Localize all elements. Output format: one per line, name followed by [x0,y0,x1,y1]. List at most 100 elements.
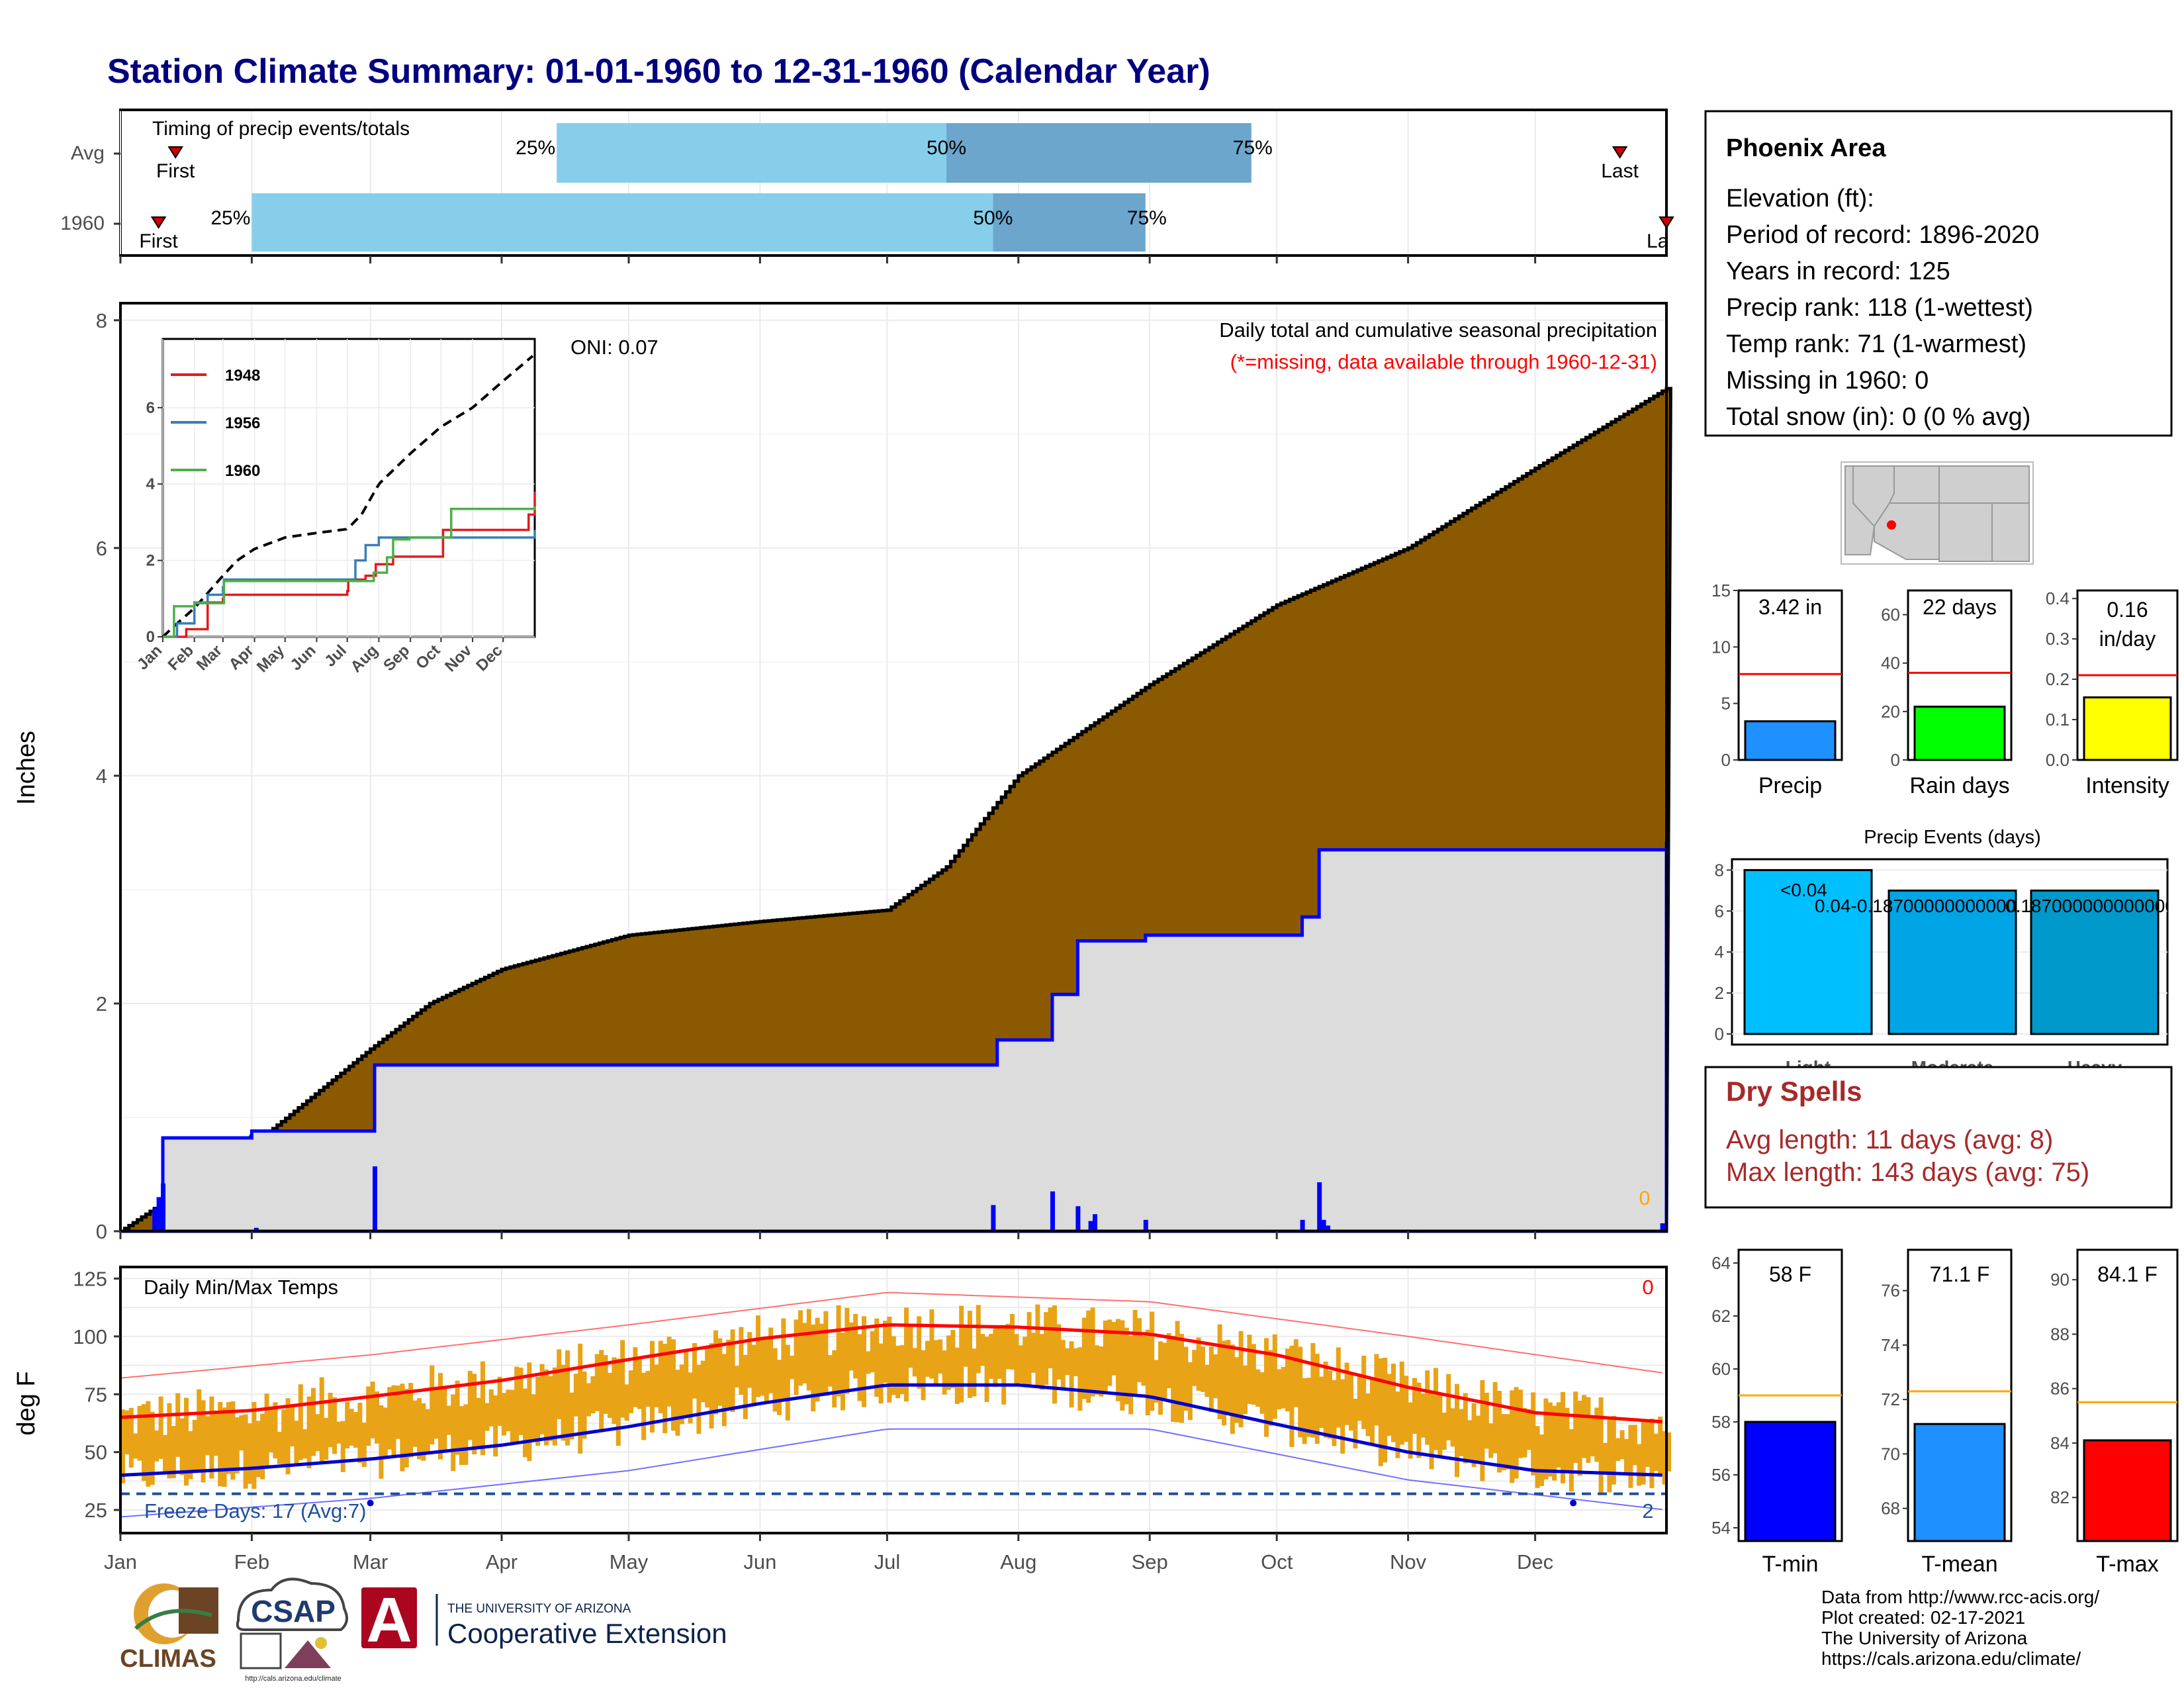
mini-bar-value-text: 3.42 in [1758,595,1822,619]
daily-temp-range-bar [811,1324,816,1412]
daily-temp-range-bar [1429,1390,1434,1470]
climas-logo-text: CLIMAS [120,1645,216,1673]
last-event-marker [1612,146,1628,159]
temp-bar-value [1913,1423,2006,1542]
daily-temp-range-bar [1226,1340,1231,1414]
mini-bar-y-tick-label: 0.1 [2046,710,2070,729]
daily-precip-bar [1317,1182,1322,1231]
station-info-line: Years in record: 125 [1726,258,1950,285]
daily-temp-range-bar [446,1405,451,1435]
daily-precip-bar [161,1183,165,1231]
daily-temp-range-bar [848,1322,854,1371]
daily-temp-range-bar [1285,1348,1290,1412]
daily-temp-range-bar [1598,1397,1604,1493]
daily-temp-range-bar [205,1416,210,1456]
daily-temp-range-bar [1175,1321,1180,1423]
avg-max-line [120,1323,1662,1424]
daily-temp-range-bar [700,1360,705,1403]
daily-temp-range-bar [1039,1334,1044,1390]
mini-bar-y-tick-label: 0.2 [2046,669,2070,689]
daily-temp-range-bar [569,1392,574,1440]
daily-temp-range-bar [874,1318,880,1397]
temp-bar-y-tick-label: 72 [1881,1389,1900,1409]
daily-temp-range-bar [1077,1347,1083,1411]
daily-temp-range-bar [1484,1393,1489,1449]
mini-bar-value-text: 22 days [1923,595,1997,619]
temp-summary-bars: 54 56 58 60 62 64 58 F T-min 68 70 72 74 76 71.1 F T-m… [1711,1248,2179,1577]
daily-temp-range-bar [1103,1320,1108,1394]
daily-temp-range-bar [302,1429,308,1459]
daily-temp-range-bar [1196,1337,1201,1391]
daily-temp-range-bar [1183,1346,1189,1411]
daily-temp-range-bar [544,1369,549,1446]
daily-temp-range-bar [1099,1346,1104,1397]
daily-temp-range-bar [1116,1319,1120,1401]
daily-temp-range-bar [946,1335,951,1390]
daily-temp-range-bar [1658,1416,1663,1476]
daily-temp-range-bar [1615,1438,1621,1462]
daily-temp-range-bar [1302,1378,1307,1444]
daily-temp-range-bar [599,1350,604,1432]
daily-temp-range-bar [548,1376,553,1442]
daily-temp-range-bar [904,1307,909,1402]
daily-temp-range-bar [1446,1374,1451,1440]
daily-temp-range-bar [175,1393,181,1457]
daily-temp-range-bar [379,1405,384,1479]
daily-temp-range-bar [451,1394,456,1472]
daily-temp-range-bar [692,1342,697,1399]
mini-bar-chart-2: 0 20 40 60 22 days Rain days [1881,589,2013,798]
temp-bar-y-tick-label: 88 [2050,1324,2070,1344]
ua-letter: A [366,1585,412,1656]
daily-temp-range-bar [1531,1392,1536,1476]
daily-temp-range-bar [1128,1336,1134,1415]
mini-bar-label: Precip [1758,773,1822,798]
daily-temp-range-bar [400,1383,405,1472]
daily-temp-range-bar [383,1407,388,1457]
timing-panel: Timing of precip events/totals Avg 1960 … [60,109,1674,263]
daily-temp-range-bar [1048,1307,1053,1369]
daily-temp-range-bar [150,1411,155,1485]
daily-temp-range-bar [510,1389,515,1443]
daily-temp-range-bar [167,1403,172,1479]
daily-temp-range-bar [502,1393,506,1436]
daily-temp-range-bar [921,1350,926,1401]
ua-logo: A THE UNIVERSITY OF ARIZONA Cooperative … [361,1585,727,1656]
daily-temp-range-bar [459,1406,464,1466]
daily-temp-range-bar [192,1419,197,1472]
daily-temp-range-bar [154,1430,159,1462]
daily-temp-range-bar [353,1412,358,1448]
temp-y-label: deg F [13,1371,40,1435]
daily-precip-bar [152,1208,158,1231]
daily-temp-range-bar [1132,1309,1138,1395]
daily-temp-range-bar [1001,1325,1007,1405]
daily-temp-range-bar [472,1374,477,1455]
timing-p50-label: 50% [973,207,1013,229]
daily-precip-bar [253,1227,259,1231]
daily-temp-range-bar [1577,1400,1582,1476]
month-label: Mar [353,1550,388,1573]
daily-temp-range-bar [137,1405,142,1461]
temp-bar-value-text: 58 F [1769,1262,1811,1286]
mini-bar-value-text: in/day [2099,627,2156,651]
temp-missing-count: 0 [1642,1276,1653,1299]
daily-temp-range-bar [772,1348,778,1412]
events-y-tick-label: 4 [1715,942,1724,962]
daily-temp-range-bar [328,1392,333,1448]
daily-precip-bar [1300,1219,1305,1231]
daily-temp-range-bar [997,1328,1002,1380]
record-max-line [120,1291,1662,1379]
daily-temp-range-bar [1056,1324,1062,1380]
oni-label: ONI: 0.07 [570,336,659,359]
daily-temp-range-bar [883,1321,887,1383]
daily-temp-range-bar [285,1398,291,1475]
daily-temp-range-bar [739,1327,744,1395]
mini-bar-y-tick-label: 20 [1881,702,1900,722]
daily-temp-range-bar [260,1413,265,1479]
footer-credit-line: https://cals.arizona.edu/climate/ [1821,1648,2081,1669]
precip-event-bar [1743,868,1873,1035]
daily-temp-range-bar [294,1421,299,1464]
daily-temp-range-bar [493,1395,498,1457]
daily-temp-range-bar [421,1403,426,1461]
daily-temp-range-bar [1433,1368,1438,1450]
daily-temp-range-bar [484,1403,490,1431]
